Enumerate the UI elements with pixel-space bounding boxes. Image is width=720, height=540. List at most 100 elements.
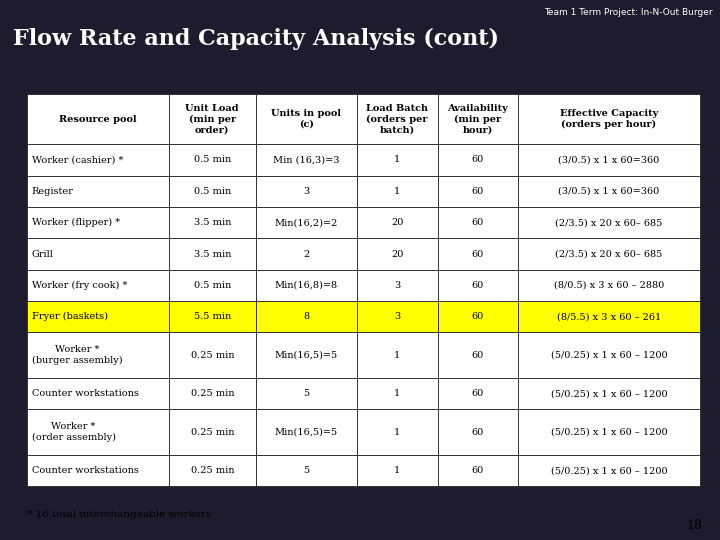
Text: Counter workstations: Counter workstations [32, 389, 138, 398]
Bar [438, 455, 518, 487]
Bar [168, 269, 256, 301]
Text: 60: 60 [472, 249, 484, 259]
Bar [27, 94, 168, 144]
Text: Unit Load
(min per
order): Unit Load (min per order) [186, 104, 239, 134]
Bar [357, 455, 438, 487]
Bar [518, 207, 700, 238]
Text: 20: 20 [391, 218, 403, 227]
Text: 1: 1 [394, 156, 400, 164]
Text: 0.25 min: 0.25 min [191, 351, 234, 360]
Bar [357, 144, 438, 176]
Bar [518, 301, 700, 333]
Bar [256, 333, 357, 378]
Bar [256, 409, 357, 455]
Text: (5/0.25) x 1 x 60 – 1200: (5/0.25) x 1 x 60 – 1200 [551, 428, 667, 437]
Bar [357, 409, 438, 455]
Text: (5/0.25) x 1 x 60 – 1200: (5/0.25) x 1 x 60 – 1200 [551, 389, 667, 398]
Text: 1: 1 [394, 187, 400, 195]
Text: 1: 1 [394, 351, 400, 360]
Text: Min(16,8)=8: Min(16,8)=8 [275, 281, 338, 290]
Bar [438, 238, 518, 269]
Bar [168, 238, 256, 269]
Bar [438, 333, 518, 378]
Bar [27, 207, 168, 238]
Bar [357, 207, 438, 238]
Text: * 16 total interchangeable workers: * 16 total interchangeable workers [27, 510, 212, 519]
Text: Units in pool
(c): Units in pool (c) [271, 109, 341, 129]
Text: 60: 60 [472, 351, 484, 360]
Text: 0.25 min: 0.25 min [191, 428, 234, 437]
Bar [438, 94, 518, 144]
Bar [27, 301, 168, 333]
Bar [256, 301, 357, 333]
Text: 0.25 min: 0.25 min [191, 389, 234, 398]
Bar [357, 238, 438, 269]
Bar [438, 176, 518, 207]
Text: Load Batch
(orders per
batch): Load Batch (orders per batch) [366, 104, 428, 134]
Text: Team 1 Term Project: In-N-Out Burger: Team 1 Term Project: In-N-Out Burger [544, 8, 713, 17]
Text: Flow Rate and Capacity Analysis (cont): Flow Rate and Capacity Analysis (cont) [13, 28, 499, 50]
Bar [518, 238, 700, 269]
Text: 18: 18 [686, 518, 702, 531]
Bar [27, 409, 168, 455]
Text: Fryer (baskets): Fryer (baskets) [32, 312, 108, 321]
Bar [168, 333, 256, 378]
Bar [168, 455, 256, 487]
Bar [27, 378, 168, 409]
Text: Register: Register [32, 187, 73, 195]
Text: 5.5 min: 5.5 min [194, 312, 231, 321]
Bar [256, 176, 357, 207]
Text: 8: 8 [303, 312, 310, 321]
Bar [518, 409, 700, 455]
Bar [256, 207, 357, 238]
Text: Min (16,3)=3: Min (16,3)=3 [273, 156, 340, 164]
Bar [168, 144, 256, 176]
Text: 3.5 min: 3.5 min [194, 249, 231, 259]
Bar [27, 176, 168, 207]
Bar [27, 144, 168, 176]
Text: 0.25 min: 0.25 min [191, 466, 234, 475]
Bar [518, 144, 700, 176]
Text: 3: 3 [303, 187, 310, 195]
Bar [357, 269, 438, 301]
Text: 1: 1 [394, 466, 400, 475]
Bar [27, 455, 168, 487]
Text: 60: 60 [472, 218, 484, 227]
Text: Counter workstations: Counter workstations [32, 466, 138, 475]
Text: 0.5 min: 0.5 min [194, 156, 231, 164]
Text: 1: 1 [394, 428, 400, 437]
Text: Grill: Grill [32, 249, 53, 259]
Text: (2/3.5) x 20 x 60– 685: (2/3.5) x 20 x 60– 685 [555, 249, 662, 259]
Bar [357, 333, 438, 378]
Text: (8/0.5) x 3 x 60 – 2880: (8/0.5) x 3 x 60 – 2880 [554, 281, 664, 290]
Bar [518, 176, 700, 207]
Bar [438, 409, 518, 455]
Bar [438, 378, 518, 409]
Text: 60: 60 [472, 187, 484, 195]
Bar [357, 94, 438, 144]
Text: (3/0.5) x 1 x 60=360: (3/0.5) x 1 x 60=360 [559, 156, 660, 164]
Text: Worker *
(burger assembly): Worker * (burger assembly) [32, 345, 122, 365]
Bar [357, 301, 438, 333]
Text: Worker (cashier) *: Worker (cashier) * [32, 156, 123, 164]
Text: 5: 5 [303, 466, 310, 475]
Text: (2/3.5) x 20 x 60– 685: (2/3.5) x 20 x 60– 685 [555, 218, 662, 227]
Text: 60: 60 [472, 281, 484, 290]
Text: 3: 3 [394, 312, 400, 321]
Bar [168, 176, 256, 207]
Text: Effective Capacity
(orders per hour): Effective Capacity (orders per hour) [560, 109, 658, 129]
Text: Min(16,5)=5: Min(16,5)=5 [275, 351, 338, 360]
Bar [518, 455, 700, 487]
Text: 1: 1 [394, 389, 400, 398]
Text: Worker (fry cook) *: Worker (fry cook) * [32, 281, 127, 290]
Text: 3.5 min: 3.5 min [194, 218, 231, 227]
Bar [168, 409, 256, 455]
Bar [256, 269, 357, 301]
Text: (3/0.5) x 1 x 60=360: (3/0.5) x 1 x 60=360 [559, 187, 660, 195]
Text: 60: 60 [472, 156, 484, 164]
Bar [256, 94, 357, 144]
Text: 60: 60 [472, 389, 484, 398]
Bar [27, 238, 168, 269]
Bar [438, 301, 518, 333]
Text: (5/0.25) x 1 x 60 – 1200: (5/0.25) x 1 x 60 – 1200 [551, 351, 667, 360]
